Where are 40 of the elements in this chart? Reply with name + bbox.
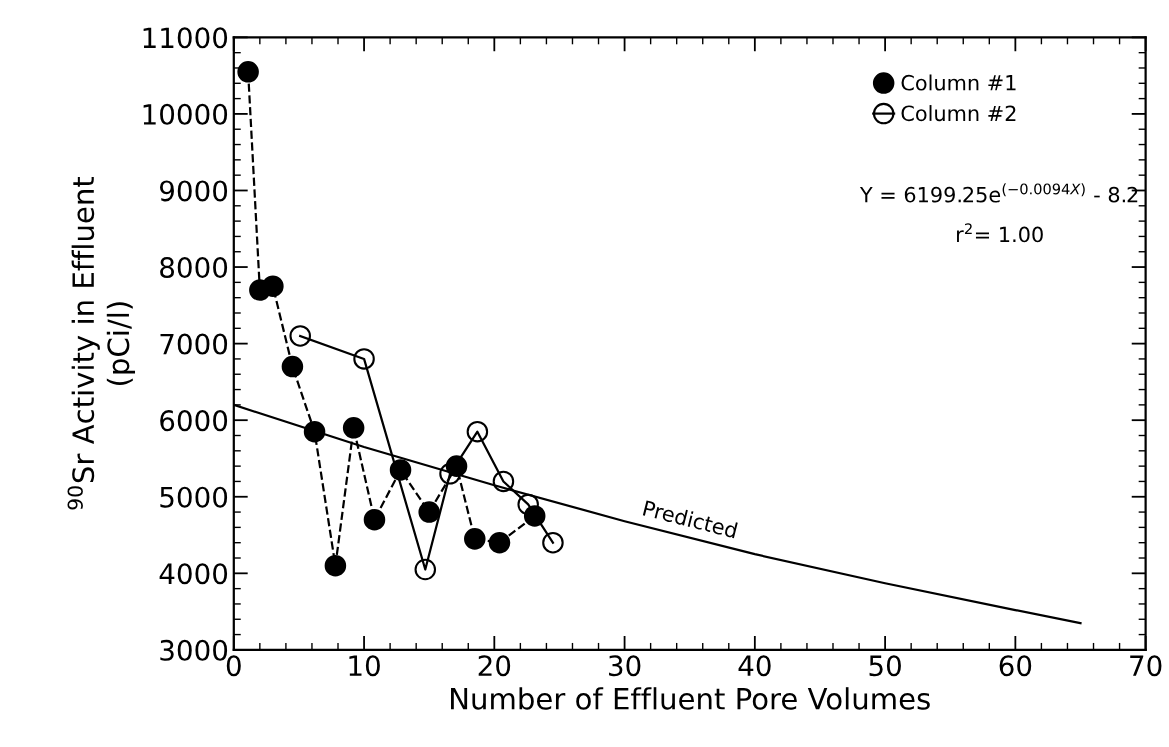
y-tick-label: 5000 xyxy=(160,486,228,508)
y-tick-label: 10000 xyxy=(143,103,228,125)
legend-label: Column #1 xyxy=(901,74,1016,91)
point xyxy=(289,325,311,347)
y-tick-label: 7000 xyxy=(160,333,228,355)
point xyxy=(324,554,347,577)
x-tick-label: 30 xyxy=(609,655,641,677)
x-tick-label: 0 xyxy=(226,655,241,677)
point xyxy=(439,463,461,485)
y-tick-label: 4000 xyxy=(159,563,228,585)
annotation: r$^{2}$= 1.00 xyxy=(957,223,1043,243)
x-tick-label: 70 xyxy=(1130,655,1162,677)
point xyxy=(237,61,259,83)
point xyxy=(464,528,486,550)
x-tick-label: 10 xyxy=(349,655,380,677)
point xyxy=(363,508,386,531)
x-axis-title: Number of Effluent Pore Volumes xyxy=(451,687,930,710)
x-tick-label: 60 xyxy=(999,655,1032,677)
point xyxy=(414,558,437,581)
annotation: Y = 6199.25e$^{(−0.0094X)}$ - 8.2 xyxy=(859,183,1138,203)
x-tick-label: 20 xyxy=(478,655,511,677)
point xyxy=(466,420,489,443)
point xyxy=(262,275,284,297)
point xyxy=(342,417,365,439)
legend-label: Column #2 xyxy=(901,105,1016,122)
x-tick-label: 40 xyxy=(738,655,771,677)
y-tick-label: 8000 xyxy=(160,256,228,278)
y-tick-label: 11000 xyxy=(143,27,228,49)
y-tick-label: 3000 xyxy=(160,639,228,661)
x-tick-label: 50 xyxy=(869,655,901,677)
y-axis-title: $^{90}$Sr Activity in Effluent (pCi/l) xyxy=(67,176,136,510)
point xyxy=(542,531,564,554)
y-tick-label: 6000 xyxy=(160,410,228,432)
y-tick-label: 9000 xyxy=(159,180,228,202)
point xyxy=(353,348,375,370)
point xyxy=(488,531,511,554)
point xyxy=(418,501,440,523)
point xyxy=(492,470,515,493)
point xyxy=(281,355,304,378)
point xyxy=(517,493,539,516)
